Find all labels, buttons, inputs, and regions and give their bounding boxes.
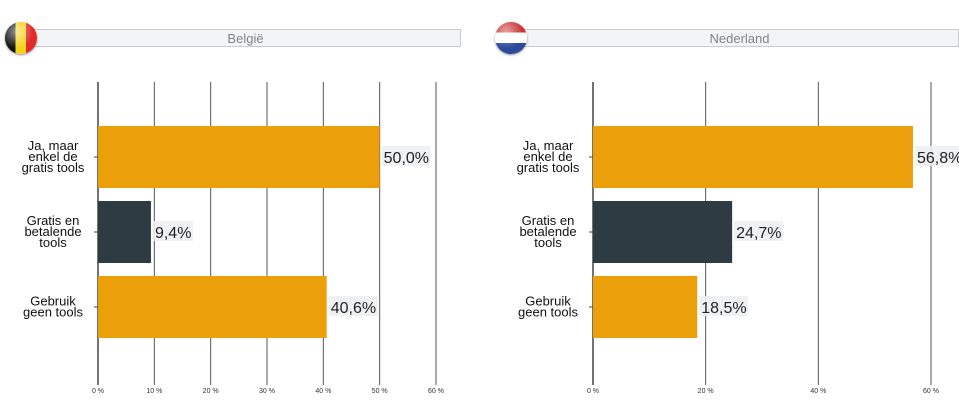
- category-label: Ja, maar enkel de gratis tools: [22, 138, 85, 175]
- bar: [593, 201, 733, 263]
- category-label: Gratis en betalende tools: [519, 213, 576, 250]
- category-label-line: Ja, maar: [28, 138, 79, 153]
- value-label: 9,4%: [155, 225, 191, 242]
- x-tick-label: 20 %: [698, 388, 714, 395]
- category-label-line: tools: [534, 235, 562, 250]
- bar: [98, 126, 380, 188]
- chart-title: Nederland: [709, 30, 770, 46]
- category-label-line: Ja, maar: [523, 138, 574, 153]
- category-label-line: gratis tools: [517, 160, 580, 175]
- category-label: Gebruik geen tools: [518, 294, 578, 320]
- bar: [98, 276, 327, 338]
- bar-chart-netherlands: 0 % 20 % 40 % 60 % Ja, maar enkel de gratis to…: [517, 82, 959, 395]
- category-label-line: betalende: [24, 224, 81, 239]
- value-label: 18,5%: [701, 300, 746, 317]
- value-label: 50,0%: [384, 150, 429, 167]
- chart-panel-netherlands: Nederland 0 % 20 % 40 % 60 % Ja, maar enkel d…: [490, 0, 959, 409]
- category-label: Gebruik geen tools: [23, 294, 83, 320]
- value-label-bg: [152, 221, 193, 241]
- value-label: 56,8%: [917, 150, 959, 167]
- x-tick-label: 30 %: [259, 388, 275, 395]
- x-tick-label: 50 %: [372, 388, 388, 395]
- category-label: Gratis en betalende tools: [24, 213, 81, 250]
- category-label-line: geen tools: [23, 305, 83, 320]
- chart-panel-belgium: België 0 % 10 % 20 % 30 % 40 % 50 % 60 % Ja, ma…: [0, 0, 470, 409]
- x-tick-label: 0 %: [587, 388, 599, 395]
- category-label-line: tools: [39, 235, 67, 250]
- category-label-line: enkel de: [523, 149, 572, 164]
- belgium-flag-icon: [5, 22, 37, 54]
- value-label: 40,6%: [331, 300, 376, 317]
- bar: [593, 276, 698, 338]
- category-label-line: Gratis en: [27, 213, 80, 228]
- x-tick-label: 60 %: [923, 388, 939, 395]
- value-label-bg: [699, 296, 749, 316]
- chart-title-bar: België: [30, 29, 461, 47]
- x-tick-label: 10 %: [146, 388, 162, 395]
- bar: [593, 126, 913, 188]
- category-label-line: geen tools: [518, 305, 578, 320]
- chart-title: België: [227, 30, 264, 46]
- category-label-line: gratis tools: [22, 160, 85, 175]
- chart-title-bar: Nederland: [520, 29, 959, 47]
- x-tick-label: 20 %: [203, 388, 219, 395]
- x-tick-label: 60 %: [428, 388, 444, 395]
- value-label-bg: [381, 146, 431, 166]
- x-tick-label: 40 %: [315, 388, 331, 395]
- value-label-bg: [734, 221, 784, 241]
- netherlands-flag-icon: [495, 22, 527, 54]
- category-label-line: Gebruik: [525, 294, 571, 309]
- category-label: Ja, maar enkel de gratis tools: [517, 138, 580, 175]
- bar: [98, 201, 151, 263]
- category-label-line: enkel de: [28, 149, 77, 164]
- x-tick-label: 40 %: [810, 388, 826, 395]
- category-label-line: Gebruik: [30, 294, 76, 309]
- category-label-line: Gratis en: [522, 213, 575, 228]
- value-label: 24,7%: [736, 225, 781, 242]
- value-label-bg: [328, 296, 378, 316]
- x-tick-label: 0 %: [92, 388, 104, 395]
- value-label-bg: [914, 146, 959, 166]
- category-label-line: betalende: [519, 224, 576, 239]
- bar-chart-belgium: 0 % 10 % 20 % 30 % 40 % 50 % 60 % Ja, maar enkel…: [22, 82, 444, 395]
